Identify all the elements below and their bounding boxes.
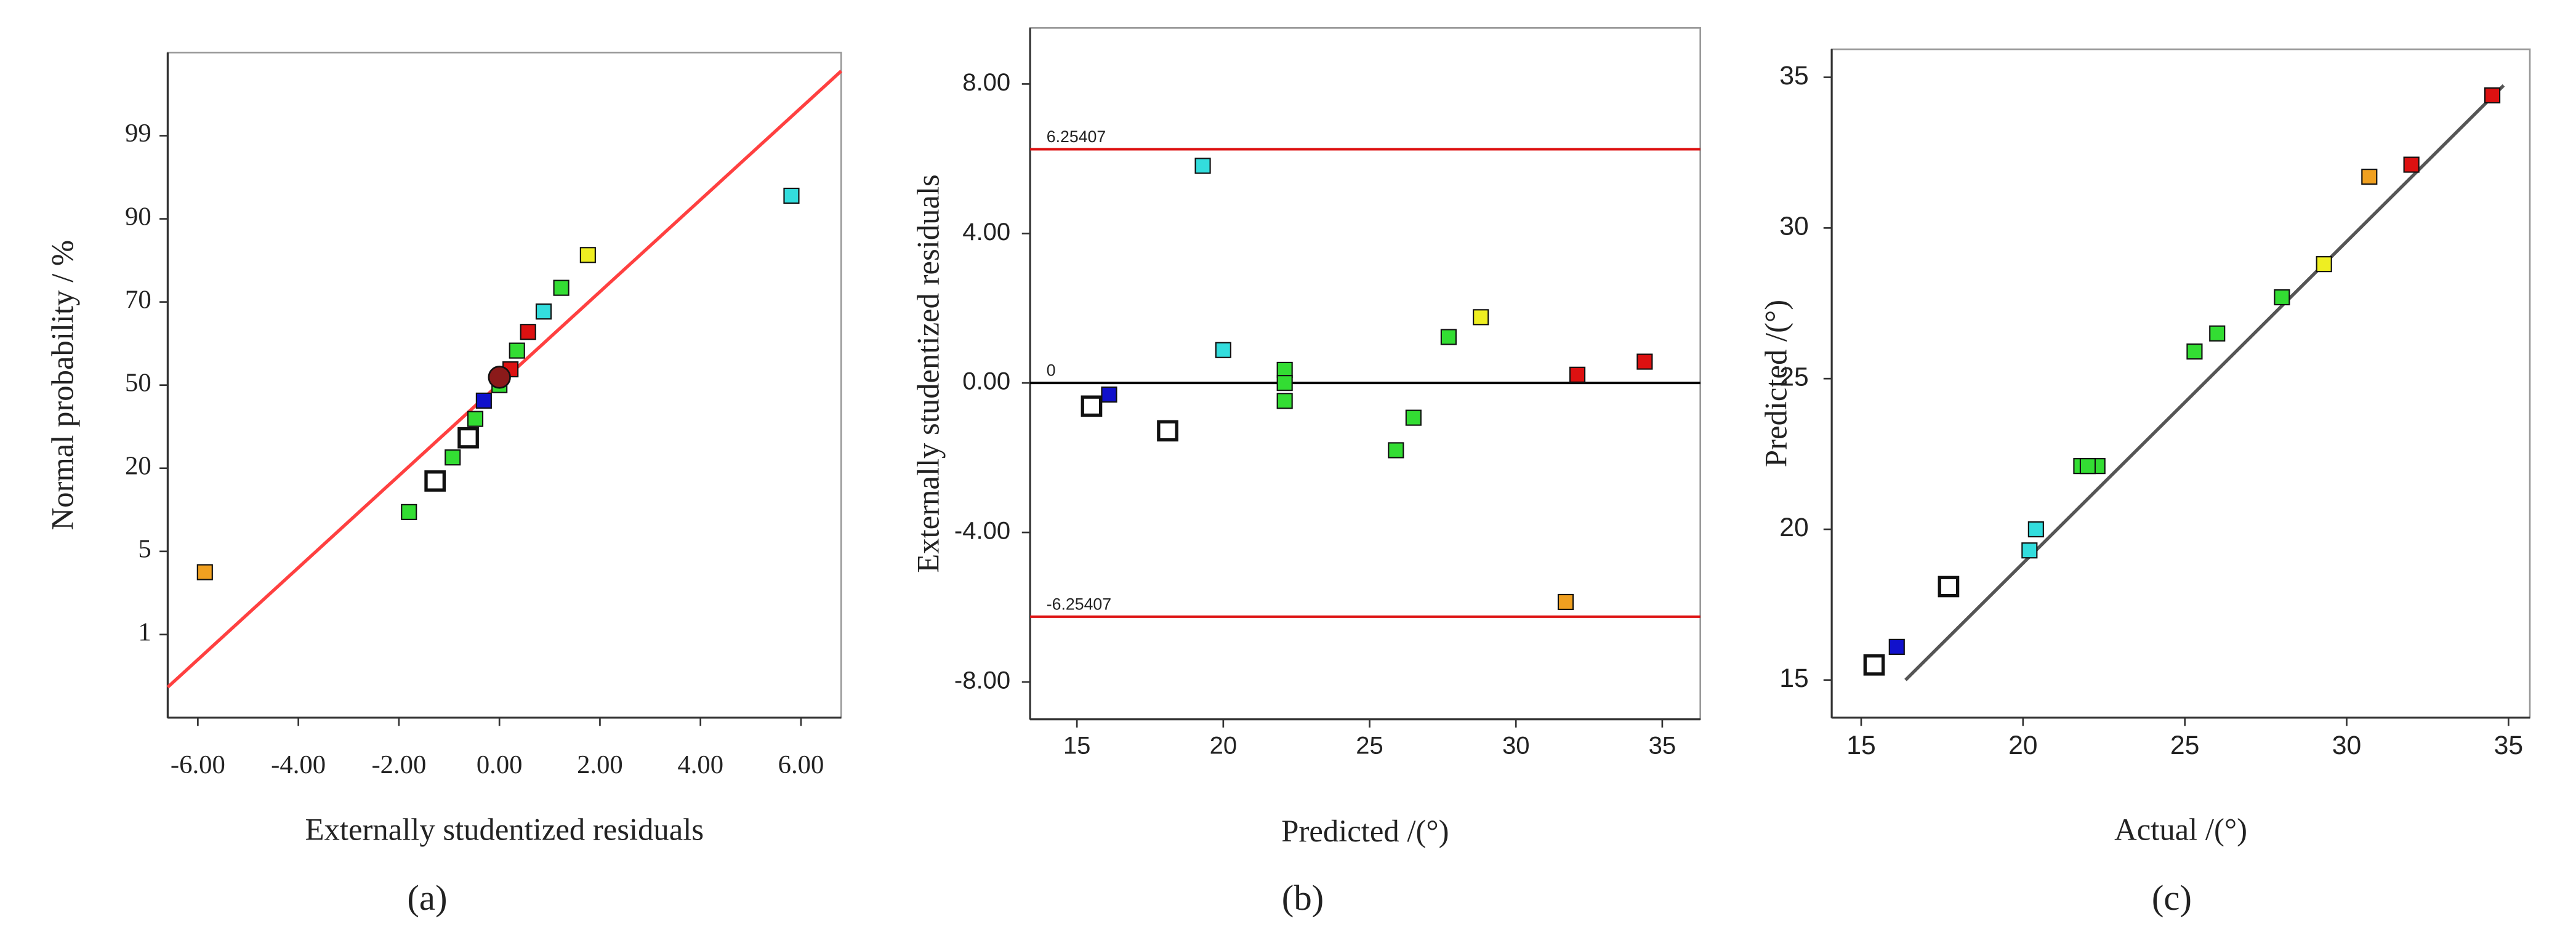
x-tick-label: -2.00 bbox=[371, 750, 426, 779]
y-tick-label: 50 bbox=[125, 368, 151, 397]
data-point bbox=[1101, 386, 1117, 403]
data-point bbox=[553, 279, 570, 296]
y-tick-label: 70 bbox=[125, 285, 151, 314]
y-tick-label: 20 bbox=[1779, 513, 1808, 542]
data-point bbox=[401, 504, 417, 520]
data-point bbox=[2361, 169, 2378, 185]
x-tick-label: 35 bbox=[2494, 731, 2523, 760]
x-tick-label: -4.00 bbox=[271, 750, 326, 779]
data-point bbox=[2186, 343, 2203, 360]
y-tick-label: 8.00 bbox=[962, 69, 1010, 96]
y-tick-label: 35 bbox=[1779, 61, 1808, 90]
data-point bbox=[2316, 256, 2332, 273]
x-tick-label: 2.00 bbox=[577, 750, 623, 779]
y-tick-label: 5 bbox=[138, 535, 151, 564]
x-tick-label: 15 bbox=[1063, 732, 1091, 760]
y-tick-label: 0.00 bbox=[962, 368, 1010, 395]
data-point bbox=[1440, 329, 1457, 345]
data-point bbox=[535, 303, 552, 320]
x-tick-label: 30 bbox=[1502, 732, 1530, 760]
data-point bbox=[2027, 521, 2044, 538]
data-point bbox=[520, 324, 536, 340]
y-tick-label: -4.00 bbox=[954, 518, 1010, 545]
x-tick-label: -6.00 bbox=[171, 750, 225, 779]
highlight-point bbox=[488, 366, 511, 389]
data-point bbox=[1888, 638, 1905, 655]
data-point bbox=[783, 187, 800, 204]
panel-caption: (c) bbox=[2152, 878, 2192, 918]
data-point bbox=[509, 342, 525, 359]
x-axis-title: Actual /(°) bbox=[2114, 812, 2247, 846]
data-point bbox=[1569, 366, 1586, 383]
x-tick-label: 6.00 bbox=[778, 750, 824, 779]
data-point bbox=[457, 427, 479, 449]
x-tick-label: 20 bbox=[1210, 732, 1238, 760]
data-point bbox=[2209, 325, 2226, 342]
data-point bbox=[2021, 542, 2038, 559]
data-point bbox=[1081, 395, 1103, 417]
panel-caption: (b) bbox=[1282, 878, 1324, 918]
data-point bbox=[1636, 353, 1653, 370]
reference-label: 0 bbox=[1047, 361, 1056, 380]
data-point bbox=[2274, 289, 2290, 306]
data-point bbox=[475, 392, 492, 409]
data-point bbox=[2403, 156, 2420, 173]
x-tick-label: 4.00 bbox=[677, 750, 723, 779]
plot-frame bbox=[1830, 48, 2531, 719]
y-tick-label: 15 bbox=[1779, 664, 1808, 693]
y-tick-label: 25 bbox=[1779, 362, 1808, 391]
x-axis-title: Predicted /(°) bbox=[1281, 814, 1449, 848]
y-tick-label: 20 bbox=[125, 452, 151, 481]
data-point bbox=[445, 449, 461, 466]
data-point bbox=[1215, 342, 1231, 358]
reference-label: 6.25407 bbox=[1047, 127, 1106, 146]
x-tick-label: 25 bbox=[2170, 731, 2199, 760]
x-axis-title: Externally studentized residuals bbox=[305, 812, 704, 846]
data-point bbox=[1276, 393, 1293, 409]
x-tick-label: 15 bbox=[1846, 731, 1875, 760]
y-tick-label: 1 bbox=[138, 618, 151, 647]
y-axis-title: Externally studentized residuals bbox=[911, 174, 946, 572]
plot-frame bbox=[1029, 27, 1702, 720]
data-point bbox=[424, 470, 446, 492]
data-point bbox=[1938, 576, 1960, 598]
y-tick-label: 30 bbox=[1779, 212, 1808, 241]
y-tick-label: 90 bbox=[125, 202, 151, 231]
data-point bbox=[1194, 158, 1211, 174]
data-point bbox=[1473, 309, 1489, 326]
data-point bbox=[1276, 375, 1293, 391]
y-axis-title: Normal probability / % bbox=[46, 240, 80, 531]
reference-label: -6.25407 bbox=[1047, 595, 1111, 613]
x-tick-label: 20 bbox=[2008, 731, 2037, 760]
y-tick-label: 4.00 bbox=[962, 219, 1010, 246]
data-point bbox=[467, 411, 484, 427]
data-point bbox=[196, 564, 213, 580]
x-tick-label: 0.00 bbox=[477, 750, 523, 779]
data-point bbox=[2484, 87, 2501, 104]
x-tick-label: 30 bbox=[2332, 731, 2361, 760]
data-point bbox=[1388, 442, 1404, 459]
data-point bbox=[1405, 409, 1422, 426]
data-point bbox=[1557, 593, 1574, 611]
fit-line bbox=[1904, 84, 2505, 681]
data-point bbox=[2079, 458, 2096, 475]
x-tick-label: 25 bbox=[1356, 732, 1383, 760]
data-point bbox=[1157, 420, 1178, 442]
data-point bbox=[1863, 654, 1885, 676]
y-tick-label: 99 bbox=[125, 119, 151, 148]
y-axis-title: Predicted /(°) bbox=[1758, 300, 1793, 467]
panel-caption: (a) bbox=[407, 878, 447, 918]
y-tick-label: -8.00 bbox=[954, 667, 1010, 694]
x-tick-label: 35 bbox=[1649, 732, 1676, 760]
data-point bbox=[579, 247, 596, 263]
